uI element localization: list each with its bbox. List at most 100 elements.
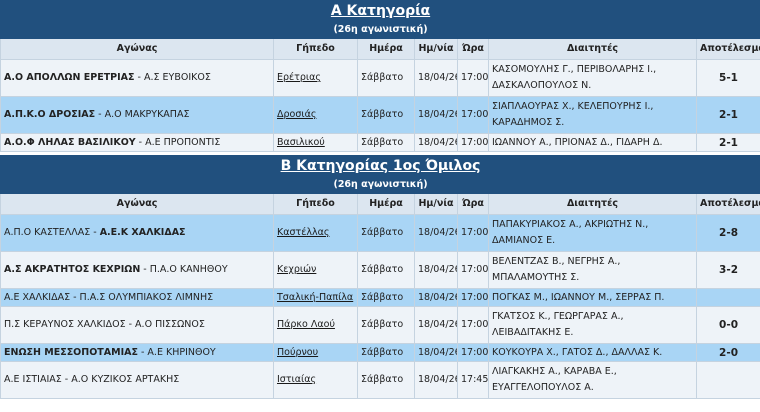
away-team: Α.Σ ΕΥΒΟΙΚΟΣ (135, 72, 211, 83)
column-header: Αγώνας (0, 38, 274, 60)
match-row: Α.Ε ΙΣΤΙΑΙΑΣΑ.Ο ΚΥΖΙΚΟΣ ΑΡΤΑΚΗΣΙστιαίαςΣ… (0, 361, 760, 399)
column-header: Αγώνας (0, 193, 274, 215)
time: 17:00 (457, 214, 489, 252)
column-header: Γήπεδο (273, 38, 358, 60)
day: Σάββατο (357, 306, 415, 344)
referees: ΚΑΣΟΜΟΥΛΗΣ Γ., ΠΕΡΙΒΟΛΑΡΗΣ Ι., ΔΑΣΚΑΛΟΠΟ… (488, 59, 697, 97)
section-table: Β Κατηγορίας 1ος Όμιλος (26η αγωνιστική) Α… (0, 155, 760, 399)
home-team: ΕΝΩΣΗ ΜΕΣΣΟΠΟΤΑΜΙΑΣ (4, 346, 138, 358)
referees: ΙΩΑΝΝΟΥ Α., ΠΡΙΟΝΑΣ Δ., ΓΙΔΑΡΗ Δ. (488, 133, 697, 152)
venue-link[interactable]: Πούρνου (277, 346, 319, 358)
result: 2-8 (695, 214, 760, 252)
home-team: Α.Ε ΙΣΤΙΑΙΑΣ (4, 374, 62, 385)
match-cell: Π.Σ ΚΕΡΑΥΝΟΣ ΧΑΛΚΙΔΟΣΑ.Ο ΠΙΣΣΩΝΟΣ (0, 306, 274, 344)
subtitle-row: (26η αγωνιστική) (0, 21, 760, 39)
time: 17:00 (457, 96, 489, 134)
title-cell: Β Κατηγορίας 1ος Όμιλος (0, 155, 760, 177)
away-team: Α.Ε.Κ ΧΑΛΚΙΔΑΣ (90, 227, 185, 238)
home-team: Α.Ε ΧΑΛΚΙΔΑΣ (4, 291, 71, 303)
match-row: Α.Σ ΑΚΡΑΤΗΤΟΣ ΚΕΧΡΙΩΝΠ.Α.Ο ΚΑΝΗΘΟΥ Κεχριώ… (0, 251, 760, 289)
venue-cell: Κεχριών (273, 251, 358, 289)
time: 17:00 (457, 288, 489, 307)
venue-link[interactable]: Πάρκο Λαού (277, 319, 335, 330)
home-team: Α.Σ ΑΚΡΑΤΗΤΟΣ ΚΕΧΡΙΩΝ (4, 264, 141, 275)
section-table: Α Κατηγορία (26η αγωνιστική) Αγώνας Γήπεδο Η… (0, 0, 760, 152)
result: 2-1 (695, 133, 760, 152)
referees: ΠΑΠΑΚΥΡΙΑΚΟΣ Α., ΑΚΡΙΩΤΗΣ Ν., ΔΑΜΙΑΝΟΣ Ε… (488, 214, 697, 252)
header-row: Αγώνας Γήπεδο Ημέρα Ημ/νία Ώρα Διαιτητές Αποτέ… (0, 193, 760, 215)
time: 17:00 (457, 306, 489, 344)
title-row: Α Κατηγορία (0, 0, 760, 22)
away-team: Π.Α.Σ ΟΛΥΜΠΙΑΚΟΣ ΛΙΜΝΗΣ (70, 292, 213, 303)
venue-link[interactable]: Ερέτριας (277, 72, 321, 83)
away-team: Α.Ε ΚΗΡΙΝΘΟΥ (138, 347, 216, 358)
title-cell: Α Κατηγορία (0, 0, 760, 22)
away-team: Α.Ε ΠΡΟΠΟΝΤΙΣ (136, 137, 221, 148)
date: 18/04/26 (414, 343, 458, 362)
venue-cell: Πούρνου (273, 343, 358, 362)
away-team: Α.Ο ΜΑΚΡΥΚΑΠΑΣ (95, 109, 189, 120)
match-row: ΕΝΩΣΗ ΜΕΣΣΟΠΟΤΑΜΙΑΣΑ.Ε ΚΗΡΙΝΘΟΥΠούρνουΣά… (0, 343, 760, 362)
venue-cell: Ιστιαίας (273, 361, 358, 399)
day: Σάββατο (357, 288, 415, 307)
venue-link[interactable]: Κεχριών (277, 264, 317, 275)
date: 18/04/26 (414, 251, 458, 289)
venue-cell: Βασιλικού (273, 133, 358, 152)
section-title[interactable]: Β Κατηγορίας 1ος Όμιλος (280, 158, 481, 174)
venue-cell: Καστέλλας (273, 214, 358, 252)
column-header: Ημέρα (357, 193, 415, 215)
column-header: Αποτέλεσμα (695, 193, 760, 215)
away-team: Α.Ο ΚΥΖΙΚΟΣ ΑΡΤΑΚΗΣ (62, 374, 179, 385)
result: 2-1 (695, 96, 760, 134)
section-subtitle: (26η αγωνιστική) (0, 176, 760, 194)
match-row: Α.Ε ΧΑΛΚΙΔΑΣΠ.Α.Σ ΟΛΥΜΠΙΑΚΟΣ ΛΙΜΝΗΣ Τσαλι… (0, 288, 760, 307)
referees: ΒΕΛΕΝΤΖΑΣ Β., ΝΕΓΡΗΣ Α., ΜΠΑΛΑΜΟΥΤΗΣ Σ. (488, 251, 697, 289)
venue-cell: Δροσιάς (273, 96, 358, 134)
time: 17:00 (457, 59, 489, 97)
day: Σάββατο (357, 214, 415, 252)
date: 18/04/26 (414, 306, 458, 344)
date: 18/04/26 (414, 288, 458, 307)
home-team: Α.Ο.Φ ΛΗΛΑΣ ΒΑΣΙΛΙΚΟΥ (4, 136, 136, 148)
home-team: Α.Π.Κ.Ο ΔΡΟΣΙΑΣ (4, 109, 96, 120)
result (695, 361, 760, 399)
away-team: Π.Α.Ο ΚΑΝΗΘΟΥ (140, 264, 227, 275)
venue-link[interactable]: Τσαλική-Παπίλα (277, 291, 354, 303)
day: Σάββατο (357, 133, 415, 152)
match-cell: ΕΝΩΣΗ ΜΕΣΣΟΠΟΤΑΜΙΑΣΑ.Ε ΚΗΡΙΝΘΟΥ (0, 343, 274, 362)
venue-link[interactable]: Βασιλικού (277, 136, 325, 148)
column-header: Διαιτητές (488, 193, 697, 215)
result: 5-1 (695, 59, 760, 97)
venue-link[interactable]: Καστέλλας (277, 227, 330, 238)
date: 18/04/26 (414, 361, 458, 399)
day: Σάββατο (357, 343, 415, 362)
time: 17:45 (457, 361, 489, 399)
section-title[interactable]: Α Κατηγορία (330, 3, 431, 19)
match-row: Α.Ο ΑΠΟΛΛΩΝ ΕΡΕΤΡΙΑΣΑ.Σ ΕΥΒΟΙΚΟΣΕρέτριας… (0, 59, 760, 97)
result: 3-2 (695, 251, 760, 289)
referees: ΓΚΑΤΣΟΣ Κ., ΓΕΩΡΓΑΡΑΣ Α., ΛΕΙΒΑΔΙΤΑΚΗΣ Ε… (488, 306, 697, 344)
match-cell: Α.Π.Ο ΚΑΣΤΕΛΛΑΣΑ.Ε.Κ ΧΑΛΚΙΔΑΣ (0, 214, 274, 252)
referees: ΚΟΥΚΟΥΡΑ Χ., ΓΑΤΟΣ Δ., ΔΑΛΛΑΣ Κ. (488, 343, 697, 362)
column-header: Γήπεδο (273, 193, 358, 215)
day: Σάββατο (357, 59, 415, 97)
venue-link[interactable]: Ιστιαίας (277, 374, 317, 385)
venue-link[interactable]: Δροσιάς (277, 109, 317, 120)
referees: ΣΙΑΠΛΑΟΥΡΑΣ Χ., ΚΕΛΕΠΟΥΡΗΣ Ι., ΚΑΡΑΔΗΜΟΣ… (488, 96, 697, 134)
home-team: Π.Σ ΚΕΡΑΥΝΟΣ ΧΑΛΚΙΔΟΣ (4, 319, 126, 330)
match-cell: Α.Ε ΙΣΤΙΑΙΑΣΑ.Ο ΚΥΖΙΚΟΣ ΑΡΤΑΚΗΣ (0, 361, 274, 399)
column-header: Ώρα (457, 193, 489, 215)
date: 18/04/26 (414, 133, 458, 152)
away-team: Α.Ο ΠΙΣΣΩΝΟΣ (126, 319, 205, 330)
day: Σάββατο (357, 361, 415, 399)
referees: ΠΟΓΚΑΣ Μ., ΙΩΑΝΝΟΥ Μ., ΣΕΡΡΑΣ Π. (488, 288, 697, 307)
venue-cell: Τσαλική-Παπίλα (273, 288, 358, 307)
date: 18/04/26 (414, 214, 458, 252)
match-row: Α.Π.Κ.Ο ΔΡΟΣΙΑΣΑ.Ο ΜΑΚΡΥΚΑΠΑΣΔροσιάςΣάββ… (0, 96, 760, 134)
time: 17:00 (457, 133, 489, 152)
result (695, 288, 760, 307)
match-cell: Α.Ο ΑΠΟΛΛΩΝ ΕΡΕΤΡΙΑΣΑ.Σ ΕΥΒΟΙΚΟΣ (0, 59, 274, 97)
home-team: Α.Ο ΑΠΟΛΛΩΝ ΕΡΕΤΡΙΑΣ (4, 72, 135, 83)
